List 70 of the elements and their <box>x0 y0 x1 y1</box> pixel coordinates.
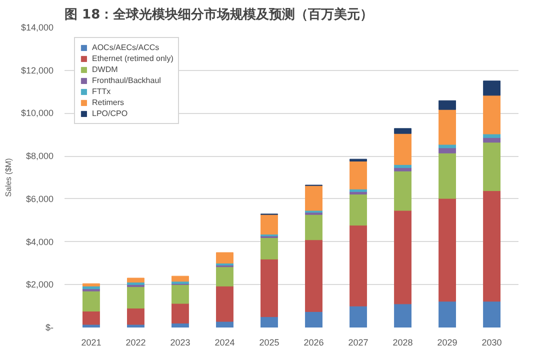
x-tick-label: 2029 <box>437 338 458 348</box>
bar <box>394 210 412 304</box>
bar <box>260 258 278 318</box>
bar <box>82 290 100 312</box>
bar <box>127 308 144 325</box>
bar <box>172 303 189 324</box>
y-tick-label: $4,000 <box>26 236 54 247</box>
y-axis-title: Sales ($M) <box>4 158 13 197</box>
y-tick-label: $12,000 <box>20 65 54 76</box>
bar <box>438 148 456 154</box>
legend-label: Retimers <box>92 98 124 107</box>
y-tick-label: $2,000 <box>26 280 54 290</box>
y-tick-label: $10,000 <box>20 108 54 118</box>
chart-title: 图 18：全球光模块细分市场规模及预测（百万美元） <box>64 6 374 22</box>
bar <box>483 80 500 96</box>
bar <box>127 278 144 283</box>
x-tick-label: 2027 <box>348 338 368 348</box>
legend-label: Fronthaul/Backhaul <box>92 76 161 85</box>
x-tick-label: 2024 <box>214 338 235 348</box>
bar <box>350 194 367 226</box>
y-tick-label: $6,000 <box>26 194 54 204</box>
bar <box>438 100 456 110</box>
bar <box>350 158 367 162</box>
x-tick-label: 2028 <box>392 338 413 348</box>
bar <box>305 185 322 211</box>
legend-label: DWDM <box>92 65 118 74</box>
legend-label: LPO/CPO <box>92 109 128 118</box>
bar <box>394 167 412 172</box>
bar <box>216 286 234 322</box>
bar <box>394 304 412 328</box>
x-tick-label: 2021 <box>81 338 102 348</box>
bar <box>260 316 278 328</box>
bar <box>82 310 100 325</box>
bar <box>350 225 367 306</box>
bar <box>305 214 322 240</box>
bar <box>394 170 412 211</box>
legend-label: Ethernet (retimed only) <box>92 54 174 63</box>
x-tick-label: 2022 <box>126 338 146 348</box>
bar <box>438 109 456 145</box>
bar <box>394 128 412 134</box>
legend-label: AOCs/AECs/ACCs <box>92 43 160 52</box>
y-tick-label: $- <box>46 322 54 332</box>
bar <box>483 95 500 134</box>
bar <box>127 286 144 308</box>
bar <box>350 306 367 328</box>
bar <box>172 276 189 282</box>
bar <box>305 311 322 328</box>
bar <box>350 160 367 190</box>
bar <box>483 190 500 302</box>
bar <box>82 286 100 290</box>
bar <box>260 214 278 235</box>
legend-label: FTTx <box>92 87 112 96</box>
bar <box>483 142 500 192</box>
bar <box>172 284 189 304</box>
bar <box>483 301 500 328</box>
x-tick-label: 2030 <box>482 338 502 348</box>
bar <box>438 152 456 199</box>
y-tick-label: $14,000 <box>20 22 54 32</box>
x-tick-label: 2023 <box>170 338 190 348</box>
x-tick-label: 2025 <box>259 338 280 348</box>
bar <box>438 301 456 328</box>
bar <box>82 283 100 286</box>
bar <box>305 240 322 312</box>
bar <box>260 237 278 260</box>
bar <box>216 252 234 264</box>
y-tick-label: $8,000 <box>26 151 54 162</box>
x-tick-label: 2026 <box>304 338 324 348</box>
bar <box>394 133 412 165</box>
bar <box>216 266 234 286</box>
bar <box>438 198 456 302</box>
